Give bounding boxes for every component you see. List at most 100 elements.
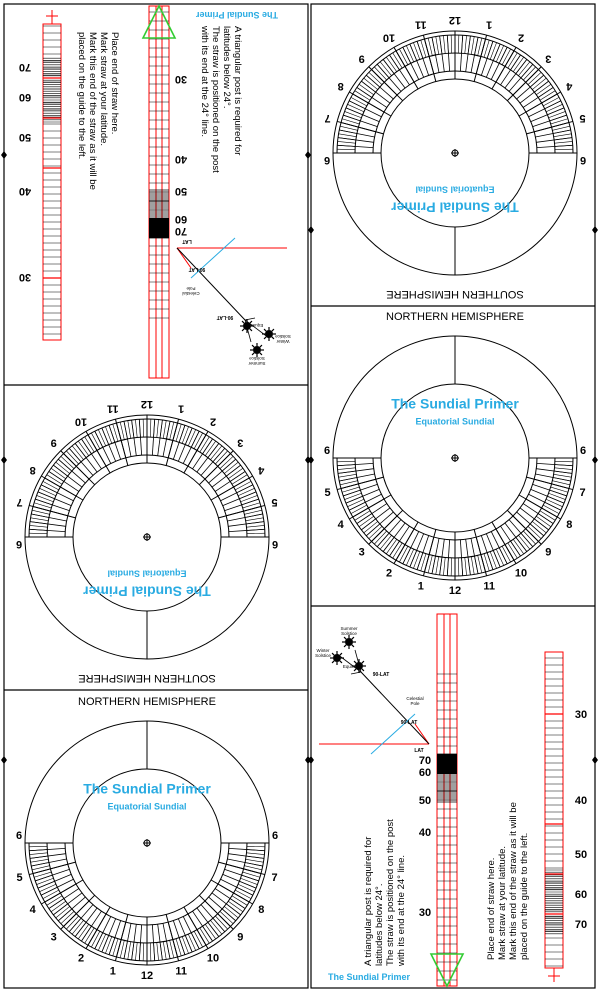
scale-ring [64, 454, 230, 538]
fine-tick [467, 557, 471, 576]
sun-ray [343, 636, 347, 640]
fine-tick [337, 470, 356, 474]
fine-tick [395, 50, 406, 67]
fine-tick [215, 450, 228, 465]
fine-tick [349, 501, 366, 511]
fine-tick [48, 471, 65, 482]
fine-tick [231, 474, 248, 485]
hour-label: 4 [30, 904, 37, 916]
fine-tick [71, 920, 84, 935]
latitude-label: 60 [175, 213, 187, 225]
fine-tick [413, 551, 421, 569]
fine-tick [523, 66, 536, 81]
fine-tick [239, 880, 257, 889]
fine-tick [221, 908, 236, 922]
fine-tick [94, 932, 104, 949]
hemisphere-label: NORTHERN HEMISPHERE [78, 696, 216, 708]
fine-tick [498, 47, 508, 64]
fine-tick [548, 111, 566, 119]
fine-tick [363, 521, 378, 534]
fine-tick [246, 852, 265, 855]
fine-tick [217, 913, 231, 927]
celestial-line [190, 237, 236, 279]
scale-ring [372, 457, 538, 541]
latitude-label: 30 [175, 73, 187, 85]
fine-tick [135, 419, 138, 438]
fine-tick [55, 461, 70, 474]
hour-label: 7 [579, 487, 585, 499]
registration-mark [592, 756, 598, 764]
sun-ray [251, 352, 255, 356]
fine-tick [554, 137, 573, 141]
fine-tick [395, 544, 406, 561]
angle-label: 90-LAT [217, 314, 234, 320]
fine-tick [193, 931, 203, 948]
summer-label: Solstice [249, 356, 265, 361]
fine-tick [53, 464, 68, 477]
sun-icon [265, 330, 273, 338]
fine-tick [457, 35, 460, 54]
hour-label: 2 [518, 32, 524, 44]
fine-tick [457, 557, 460, 576]
fine-tick [337, 137, 356, 141]
straw-instruction-line: Mark this end of the straw as it will be [87, 32, 98, 190]
straw-instruction-line: placed on the guide to the left. [76, 32, 87, 159]
fine-tick [435, 36, 440, 55]
post-strip-band [149, 218, 169, 238]
fine-tick [235, 889, 252, 899]
hemisphere-label: SOUTHERN HEMISPHERE [78, 672, 216, 684]
fine-tick [338, 133, 357, 138]
fine-tick [402, 547, 412, 564]
pole-label: Pole [186, 286, 196, 291]
sun-ray [339, 660, 343, 664]
fine-tick [545, 498, 563, 507]
fine-tick [101, 427, 110, 445]
fine-tick [343, 489, 361, 497]
fine-tick [246, 849, 265, 852]
fine-tick [539, 90, 556, 101]
fine-tick [42, 889, 59, 899]
hour-label: 2 [78, 952, 84, 964]
fine-tick [236, 484, 253, 494]
fine-tick [196, 434, 207, 451]
registration-mark [308, 226, 314, 234]
fine-tick [382, 59, 395, 74]
fine-tick [352, 507, 369, 518]
fine-tick [529, 523, 544, 537]
summer-label: Summer [248, 361, 266, 366]
winter-label: Solstice [315, 653, 331, 658]
latitude-label: 70 [575, 919, 587, 931]
fine-tick [207, 922, 220, 937]
sun-ray [259, 344, 263, 348]
fine-tick [245, 517, 264, 522]
hour-label: 5 [579, 112, 585, 124]
fine-tick [464, 557, 467, 576]
dial-label: Equatorial Sundial [107, 802, 186, 812]
fine-tick [446, 35, 449, 54]
sun-ray [263, 336, 267, 340]
sun-ray [361, 668, 365, 672]
latitude-label: 70 [419, 755, 431, 767]
fine-tick [350, 504, 367, 514]
fine-tick [87, 929, 98, 946]
fine-tick [224, 461, 239, 474]
fine-tick [386, 539, 397, 555]
fine-tick [527, 72, 542, 85]
hour-label: 6 [580, 445, 586, 457]
registration-mark [305, 151, 311, 159]
fine-tick [32, 865, 50, 871]
fine-tick [379, 61, 392, 76]
fine-tick [169, 422, 175, 440]
fine-tick [166, 941, 171, 959]
fine-tick [513, 56, 524, 72]
fine-tick [202, 438, 213, 455]
fine-tick [212, 448, 226, 463]
fine-tick [553, 133, 572, 138]
fine-tick [87, 434, 98, 451]
fine-tick [142, 419, 145, 438]
fine-tick [33, 871, 52, 878]
equatorial-dial: 6 5 4 3 2 1 12 11 10 9 8 7 6 NORTHERN HEMISPHERE The S… [16, 696, 278, 982]
fine-tick [389, 54, 400, 71]
hour-label: 8 [258, 904, 264, 916]
registration-mark [1, 151, 7, 159]
